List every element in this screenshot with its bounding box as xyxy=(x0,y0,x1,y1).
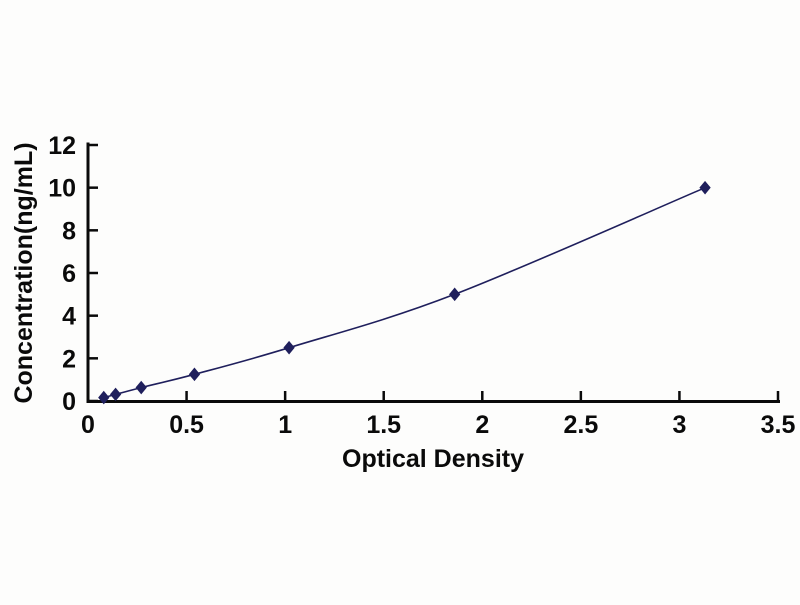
y-tick-label: 4 xyxy=(62,303,76,331)
x-tick-label: 3 xyxy=(672,411,686,439)
x-tick-label: 1 xyxy=(278,411,292,439)
y-axis-title: Concentration(ng/mL) xyxy=(10,142,38,403)
x-tick-label: 0.5 xyxy=(169,411,204,439)
y-axis-tick-labels: 0 2 4 6 8 10 12 xyxy=(48,132,76,416)
x-axis-tick-labels: 0 0.5 1 1.5 2 2.5 3 3.5 xyxy=(81,411,795,439)
x-tick-label: 0 xyxy=(81,411,95,439)
y-tick-label: 8 xyxy=(62,217,76,245)
data-point-marker xyxy=(98,390,110,405)
y-tick-label: 10 xyxy=(48,175,76,203)
data-point-marker xyxy=(283,340,295,355)
y-tick-label: 6 xyxy=(62,260,76,288)
x-tick-label: 2.5 xyxy=(563,411,598,439)
series-line xyxy=(103,186,706,399)
data-series xyxy=(98,180,711,405)
x-axis-title: Optical Density xyxy=(342,445,524,473)
x-tick-label: 3.5 xyxy=(761,411,796,439)
x-tick-label: 2 xyxy=(475,411,489,439)
data-point-marker xyxy=(699,180,711,195)
data-point-marker xyxy=(109,387,122,402)
y-tick-label: 12 xyxy=(48,132,76,160)
data-point-marker xyxy=(135,380,147,395)
y-axis-ticks xyxy=(89,143,98,403)
data-point-marker xyxy=(449,287,461,302)
x-axis-ticks xyxy=(86,391,780,400)
data-point-marker xyxy=(188,367,201,382)
x-tick-label: 1.5 xyxy=(366,411,401,439)
y-tick-label: 0 xyxy=(62,388,76,416)
y-tick-label: 2 xyxy=(62,345,76,373)
